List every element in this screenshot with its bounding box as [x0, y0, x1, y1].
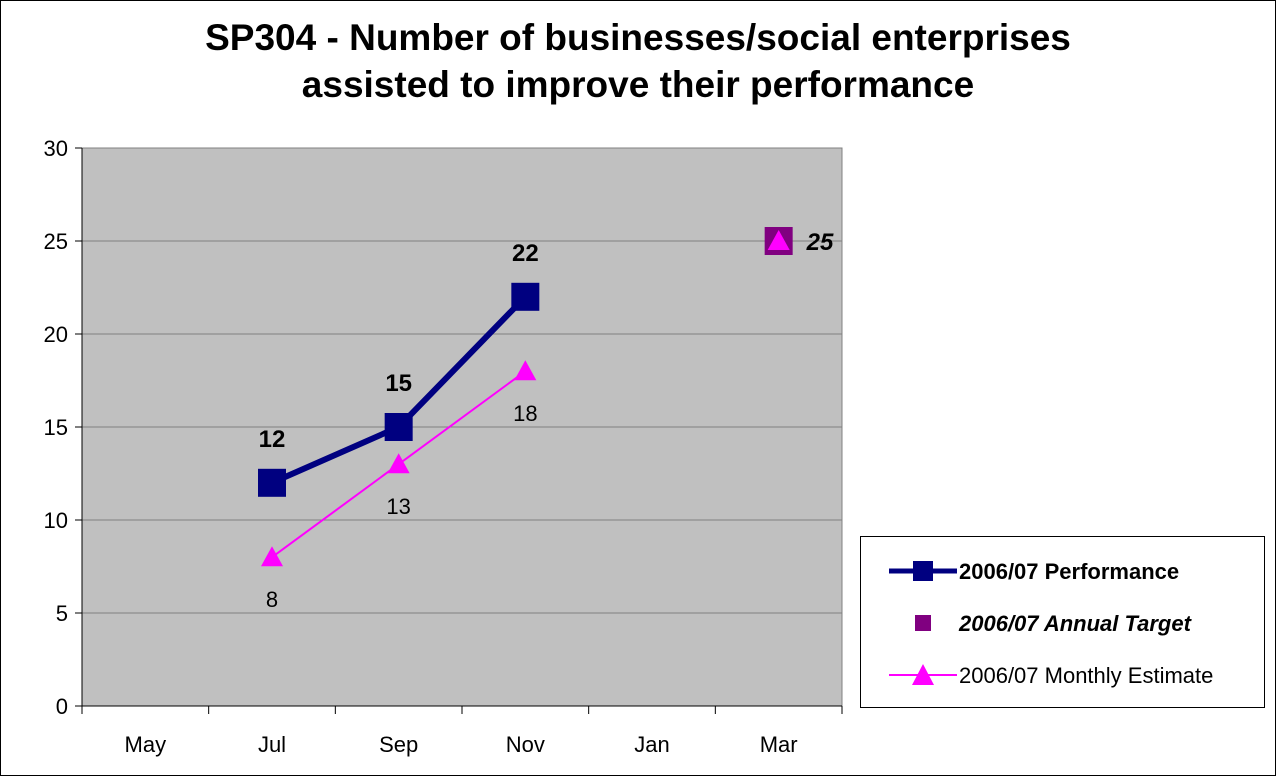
data-label-performance: 22: [512, 240, 539, 267]
legend-swatch-annual-target: [915, 615, 931, 631]
data-point-monthly-estimate: [514, 360, 537, 381]
series-layer: [258, 227, 793, 567]
legend-label-monthly-estimate: 2006/07 Monthly Estimate: [959, 663, 1214, 688]
y-tick-label: 25: [44, 229, 68, 254]
data-label-annual-target: 25: [806, 229, 834, 256]
gridlines: [82, 147, 842, 614]
data-point-monthly-estimate: [387, 453, 410, 474]
legend: 2006/07 Performance 2006/07 Annual Targe…: [860, 536, 1265, 708]
x-tick-label: Jan: [634, 732, 669, 757]
x-tick-label: Jul: [258, 732, 286, 757]
data-point-performance: [384, 413, 413, 441]
chart-title-line-1: SP304 - Number of businesses/social ente…: [205, 17, 1071, 58]
y-tick-label: 30: [44, 136, 68, 161]
y-tick-label: 10: [44, 508, 68, 533]
y-tick-label: 20: [44, 322, 68, 347]
data-point-monthly-estimate: [767, 230, 790, 250]
x-tick-label: Nov: [506, 732, 545, 757]
data-label-monthly-estimate: 18: [513, 401, 537, 426]
y-tick-label: 15: [44, 415, 68, 440]
legend-label-performance: 2006/07 Performance: [959, 559, 1180, 584]
legend-label-annual-target: 2006/07 Annual Target: [959, 611, 1191, 636]
data-point-performance: [258, 468, 286, 497]
legend-item-performance: 2006/07 Performance: [861, 551, 1264, 591]
x-tick-label: Sep: [379, 732, 418, 757]
y-tick-label: 0: [56, 694, 68, 719]
data-label-monthly-estimate: 13: [386, 494, 410, 519]
axes: 0 5 10 15 20 25 30 May Jul Sep Nov Jan Mar: [44, 136, 843, 757]
y-tick-label: 5: [56, 601, 68, 626]
legend-swatch-performance: [889, 561, 957, 581]
data-labels: 12 15 22 25 8 13 18: [259, 229, 834, 612]
chart-title: SP304 - Number of businesses/social ente…: [0, 14, 1276, 108]
data-label-performance: 15: [385, 370, 412, 397]
x-tick-label: Mar: [760, 732, 798, 757]
x-tick-label: May: [125, 732, 167, 757]
data-label-performance: 12: [259, 426, 286, 453]
chart-title-line-2: assisted to improve their performance: [301, 64, 975, 105]
legend-item-annual-target: 2006/07 Annual Target: [861, 603, 1264, 643]
data-point-performance: [511, 282, 540, 311]
legend-swatch-monthly-estimate: [889, 664, 957, 685]
data-point-monthly-estimate: [261, 546, 283, 567]
legend-item-monthly-estimate: 2006/07 Monthly Estimate: [861, 655, 1264, 695]
data-label-monthly-estimate: 8: [266, 587, 278, 612]
